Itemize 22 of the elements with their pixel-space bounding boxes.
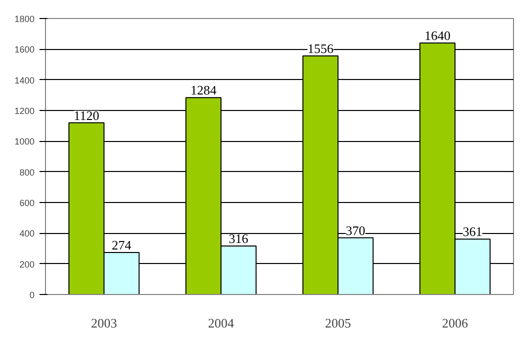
x-tick-label: 2003 (91, 316, 117, 330)
data-label: 1556 (307, 40, 334, 56)
data-label: 274 (112, 237, 132, 252)
data-label: 1640 (424, 28, 450, 44)
y-tick-label: 1800 (14, 14, 35, 24)
data-label: 316 (228, 231, 249, 246)
y-tick-label: 1200 (14, 106, 35, 116)
y-tick-label: 400 (19, 228, 35, 239)
y-tick-label: 1000 (14, 136, 35, 147)
x-tick-label: 2005 (325, 316, 351, 330)
y-tick-label: 800 (19, 167, 35, 178)
x-tick-label: 2006 (442, 316, 468, 330)
y-tick-label: 200 (19, 259, 35, 270)
data-label: 1284 (190, 82, 217, 98)
data-label: 370 (346, 222, 366, 238)
data-label: 1120 (74, 108, 100, 123)
y-tick-label: 1400 (14, 75, 35, 86)
y-tick-label: 1600 (14, 44, 35, 55)
y-tick-label: 0 (29, 290, 35, 300)
data-label: 361 (462, 224, 482, 240)
x-tick-label: 2004 (208, 316, 234, 330)
y-tick-label: 600 (19, 198, 35, 208)
